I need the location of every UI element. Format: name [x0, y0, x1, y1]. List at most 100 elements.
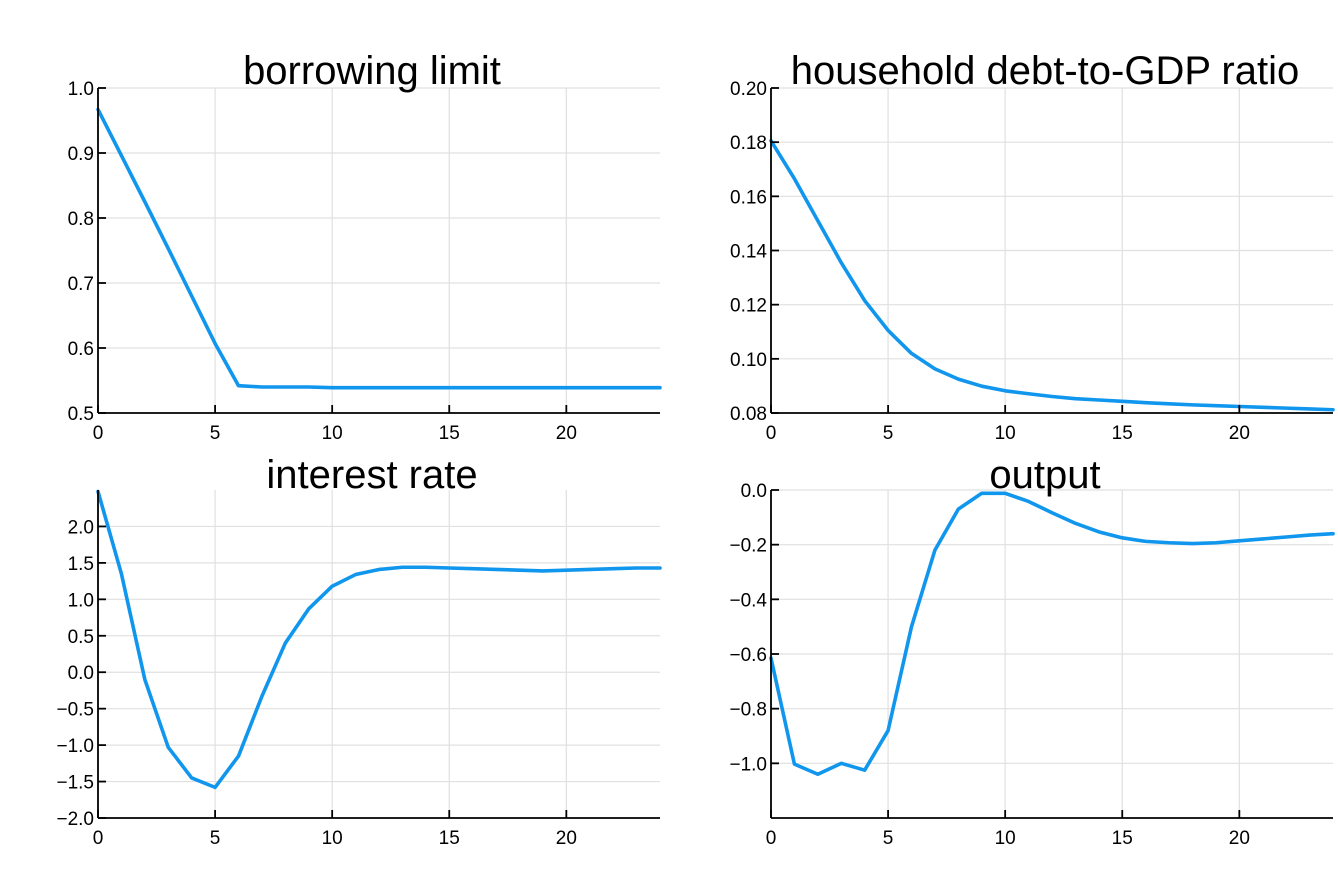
- borrowing-limit-x-tick-label: 15: [439, 423, 460, 444]
- interest-rate-x-tick-label: 15: [439, 828, 460, 849]
- borrowing-limit-y-tick-label: 0.8: [68, 209, 94, 230]
- output-y-tick: −0.4: [729, 590, 779, 611]
- borrowing-limit-x-tick: 10: [322, 405, 343, 444]
- household-debt-ratio-x-tick: 5: [883, 405, 894, 444]
- household-debt-ratio-y-tick: 0.18: [730, 133, 779, 154]
- interest-rate-x-tick: 0: [93, 810, 104, 849]
- output-x-tick: 15: [1112, 810, 1133, 849]
- interest-rate-x-tick: 10: [322, 810, 343, 849]
- borrowing-limit-axes: [97, 88, 660, 414]
- borrowing-limit-series-line: [96, 107, 662, 390]
- interest-rate-x-tick: 15: [439, 810, 460, 849]
- borrowing-limit-x-tick: 0: [93, 405, 104, 444]
- household-debt-ratio-x-tick: 0: [766, 405, 776, 444]
- interest-rate-y-tick: 0.5: [68, 627, 106, 648]
- interest-rate-y-tick: 0.0: [68, 663, 106, 684]
- interest-rate-x-tick-label: 10: [322, 828, 343, 849]
- interest-rate-y-tick-label: −1.0: [56, 736, 94, 757]
- borrowing-limit-grid: [97, 87, 660, 414]
- household-debt-ratio-x-tick-label: 20: [1229, 423, 1250, 444]
- borrowing-limit-y-tick: 0.8: [68, 209, 106, 230]
- interest-rate-y-tick-label: 0.0: [68, 663, 94, 684]
- borrowing-limit-y-tick-label: 0.7: [68, 274, 94, 295]
- interest-rate-y-tick: −1.5: [56, 773, 106, 794]
- interest-rate-y-tick-label: 0.5: [68, 627, 94, 648]
- borrowing-limit-y-tick: 1.0: [68, 79, 106, 100]
- household-debt-ratio-y-tick: 0.10: [730, 350, 779, 371]
- household-debt-ratio-y-tick: 0.12: [730, 296, 779, 317]
- interest-rate-x-tick: 5: [210, 810, 221, 849]
- output-y-tick: −0.2: [729, 536, 779, 557]
- borrowing-limit-y-tick-label: 0.6: [68, 339, 94, 360]
- household-debt-ratio-x-tick: 20: [1229, 405, 1250, 444]
- output-x-tick-label: 5: [883, 828, 894, 849]
- household-debt-ratio-series-line: [769, 139, 1335, 412]
- borrowing-limit-title: borrowing limit: [243, 49, 501, 93]
- household-debt-ratio-title: household debt-to-GDP ratio: [791, 49, 1299, 93]
- output-x-tick: 5: [883, 810, 894, 849]
- household-debt-ratio-y-tick-label: 0.12: [730, 296, 767, 317]
- household-debt-ratio-y-tick-label: 0.18: [730, 133, 767, 154]
- borrowing-limit-x-tick-label: 0: [93, 423, 104, 444]
- panel-output: 0 5 10 15 20 −1.0 −0.8 −0.6 −0.4 −0.2 0.0 output: [729, 453, 1335, 849]
- borrowing-limit-x-tick: 20: [556, 405, 577, 444]
- output-x-tick: 20: [1229, 810, 1250, 849]
- household-debt-ratio-grid: [770, 87, 1333, 414]
- panel-borrowing-limit: 0 5 10 15 20 0.5 0.6 0.7 0.8 0.9 1.0 borrowing limi…: [68, 49, 662, 444]
- borrowing-limit-x-tick: 5: [210, 405, 221, 444]
- interest-rate-y-tick-label: −0.5: [56, 700, 94, 721]
- interest-rate-grid: [97, 490, 660, 819]
- borrowing-limit-x-tick: 15: [439, 405, 460, 444]
- borrowing-limit-y-tick-label: 0.9: [68, 144, 94, 165]
- borrowing-limit-y-tick: 0.6: [68, 339, 106, 360]
- household-debt-ratio-x-tick-label: 10: [995, 423, 1016, 444]
- household-debt-ratio-x-tick: 10: [995, 405, 1016, 444]
- household-debt-ratio-y-tick: 0.14: [730, 242, 779, 263]
- interest-rate-y-tick: −2.0: [56, 809, 106, 830]
- interest-rate-y-tick: 1.0: [68, 590, 106, 611]
- panel-household-debt-ratio: 0 5 10 15 20 0.08 0.10 0.12 0.14 0.16 0.18 0.20 hous…: [730, 49, 1335, 444]
- output-y-tick-label: −0.6: [729, 645, 767, 666]
- borrowing-limit-y-tick: 0.5: [68, 404, 106, 425]
- household-debt-ratio-y-tick-label: 0.16: [730, 187, 767, 208]
- output-y-tick-label: −1.0: [729, 754, 767, 775]
- household-debt-ratio-y-tick-label: 0.14: [730, 242, 767, 263]
- interest-rate-y-tick: −0.5: [56, 700, 106, 721]
- interest-rate-y-tick: 2.0: [68, 517, 106, 538]
- panel-interest-rate: 0 5 10 15 20 −2.0 −1.5 −1.0 −0.5 0.0 0.5 1.0 1.5 2.0 i…: [56, 453, 662, 849]
- interest-rate-axes: [97, 490, 660, 819]
- interest-rate-y-tick-label: −2.0: [56, 809, 94, 830]
- output-y-tick-label: 0.0: [741, 481, 767, 502]
- output-y-tick-label: −0.2: [729, 536, 767, 557]
- output-y-tick-label: −0.8: [729, 700, 767, 721]
- household-debt-ratio-x-tick: 15: [1112, 405, 1133, 444]
- interest-rate-y-tick-label: 1.5: [68, 554, 94, 575]
- interest-rate-series-line: [96, 489, 662, 790]
- interest-rate-y-tick-label: 2.0: [68, 517, 94, 538]
- output-x-tick-label: 10: [995, 828, 1016, 849]
- output-x-tick: 0: [766, 810, 777, 849]
- borrowing-limit-y-tick: 0.9: [68, 144, 106, 165]
- household-debt-ratio-x-tick-label: 5: [883, 423, 894, 444]
- borrowing-limit-y-tick-label: 0.5: [68, 404, 94, 425]
- output-y-tick: −0.6: [729, 645, 779, 666]
- household-debt-ratio-y-tick-label: 0.10: [730, 350, 767, 371]
- interest-rate-x-tick: 20: [556, 810, 577, 849]
- output-x-tick-label: 0: [766, 828, 777, 849]
- interest-rate-x-tick-label: 5: [210, 828, 221, 849]
- interest-rate-x-tick-label: 0: [93, 828, 104, 849]
- output-title: output: [989, 453, 1100, 497]
- household-debt-ratio-y-tick-label: 0.08: [730, 404, 767, 425]
- borrowing-limit-x-tick-label: 10: [322, 423, 343, 444]
- output-y-tick: 0.0: [741, 481, 779, 502]
- household-debt-ratio-y-tick-label: 0.20: [730, 79, 767, 100]
- output-grid: [770, 489, 1333, 818]
- household-debt-ratio-y-tick: 0.20: [730, 79, 779, 100]
- interest-rate-y-tick: −1.0: [56, 736, 106, 757]
- borrowing-limit-x-tick-label: 5: [210, 423, 221, 444]
- household-debt-ratio-x-tick-label: 15: [1112, 423, 1133, 444]
- household-debt-ratio-y-tick: 0.16: [730, 187, 779, 208]
- output-y-tick: −0.8: [729, 700, 779, 721]
- output-y-tick: −1.0: [729, 754, 779, 775]
